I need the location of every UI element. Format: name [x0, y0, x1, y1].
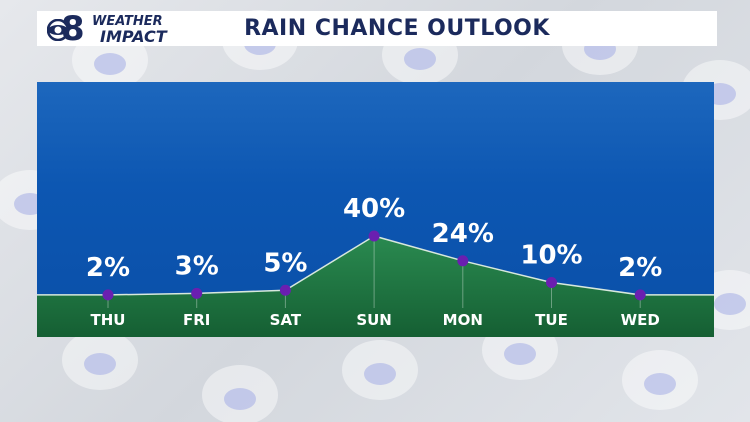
logo-number: 8 [61, 9, 85, 49]
page-title: RAIN CHANCE OUTLOOK [244, 16, 550, 41]
day-label: FRI [183, 311, 210, 329]
day-label: SAT [270, 311, 302, 329]
raindrop-highlight [364, 363, 396, 385]
value-label: 40% [343, 194, 405, 224]
day-label: THU [91, 311, 126, 329]
data-point [279, 284, 291, 296]
station-logo: 8 WEATHER IMPACT [47, 9, 182, 49]
data-point [102, 289, 114, 301]
data-point [368, 230, 380, 242]
data-point [546, 277, 557, 288]
data-point [634, 289, 646, 301]
raindrop-highlight [84, 353, 116, 375]
rain-area [37, 236, 714, 337]
chart-panel: 2% THU 3% FRI 5% SAT 40% SUN 24% MON 10% TUE 2% WED [37, 82, 714, 337]
logo-impact-text: IMPACT [100, 27, 167, 46]
value-label: 3% [175, 251, 219, 281]
raindrop-highlight [404, 48, 436, 70]
raindrop-highlight [644, 373, 676, 395]
rain-chance-chart: 2% THU 3% FRI 5% SAT 40% SUN 24% MON 10% TUE 2% WED [37, 194, 714, 337]
value-label: 5% [263, 248, 307, 278]
raindrop-highlight [714, 293, 746, 315]
raindrop-highlight [224, 388, 256, 410]
logo-weather-text: WEATHER [92, 14, 163, 29]
header-bar: 8 WEATHER IMPACT RAIN CHANCE OUTLOOK [37, 9, 717, 49]
day-label: MON [443, 311, 483, 329]
data-point [191, 287, 203, 299]
raindrop-highlight [94, 53, 126, 75]
day-label: WED [621, 311, 660, 329]
raindrop-highlight [504, 343, 536, 365]
value-label: 2% [618, 253, 662, 283]
value-label: 2% [86, 253, 130, 283]
day-label: TUE [535, 311, 568, 329]
day-label: SUN [356, 311, 392, 329]
data-point [457, 255, 469, 267]
network-eye-icon [47, 19, 69, 41]
value-label: 10% [520, 241, 582, 271]
value-label: 24% [432, 219, 494, 249]
